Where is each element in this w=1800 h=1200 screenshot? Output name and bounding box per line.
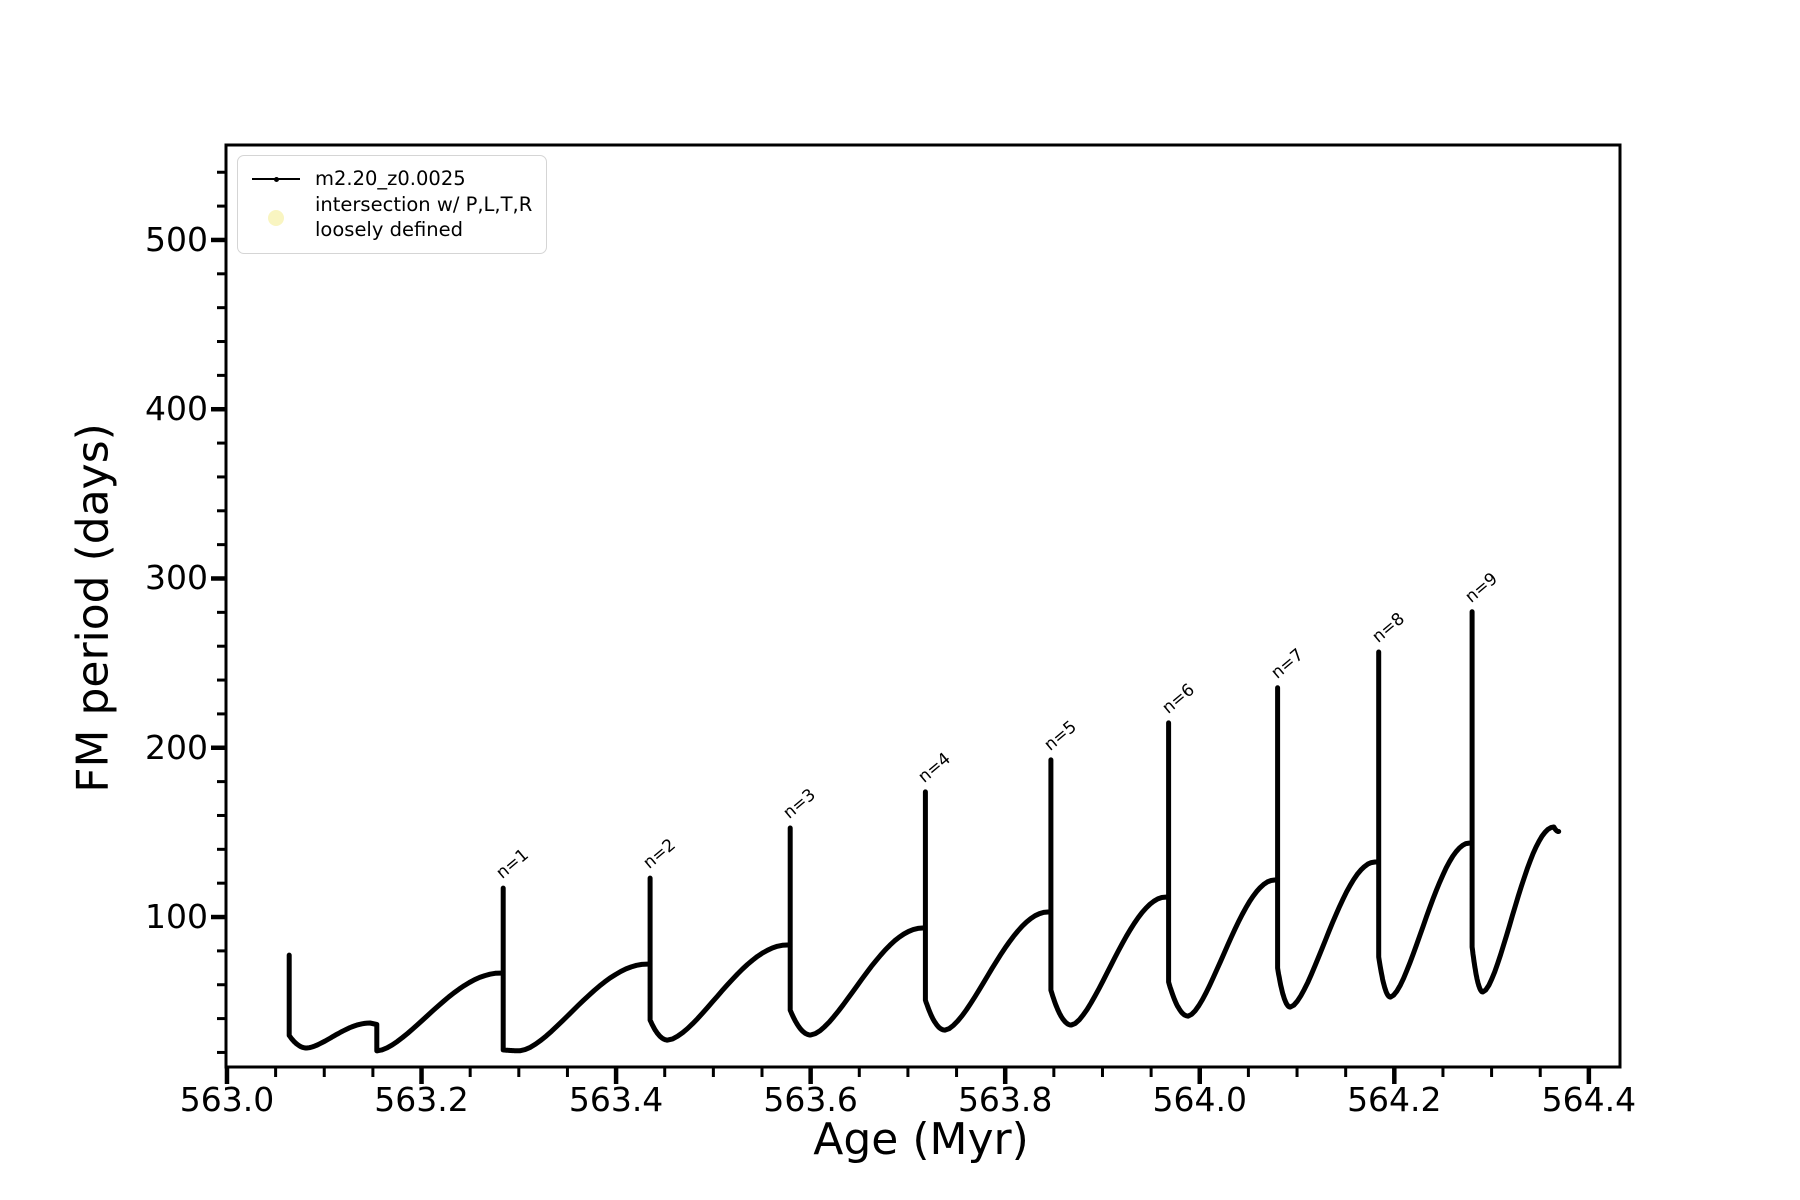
legend-entry-intersection: intersection w/ P,L,T,R loosely defined: [250, 193, 532, 242]
x-tick-label: 563.2: [374, 1080, 469, 1119]
x-tick-label: 564.4: [1541, 1080, 1637, 1119]
legend-entry-series: m2.20_z0.0025: [250, 167, 532, 191]
y-tick-label: 100: [145, 897, 208, 937]
y-tick-label: 400: [145, 389, 208, 429]
x-tick-label: 564.2: [1347, 1080, 1442, 1119]
x-axis-label: Age (Myr): [813, 1114, 1029, 1165]
data-series-line: [286, 609, 1562, 1054]
circle-marker-icon: [250, 209, 302, 226]
plot-frame: [224, 143, 1622, 1069]
y-tick-label: 300: [145, 558, 208, 598]
x-tick-label: 564.0: [1152, 1080, 1247, 1119]
y-tick-label: 200: [145, 727, 208, 767]
x-tick-label: 563.4: [568, 1080, 664, 1119]
legend-entry-label: m2.20_z0.0025: [315, 167, 466, 190]
y-tick-label: 500: [145, 219, 208, 259]
x-tick-label: 563.8: [957, 1080, 1053, 1119]
x-tick-label: 563.6: [763, 1080, 858, 1119]
line-dot-marker-icon: [250, 176, 302, 182]
legend-entry-label: intersection w/ P,L,T,R loosely defined: [315, 193, 533, 241]
y-axis-label: FM period (days): [67, 423, 119, 793]
x-tick-label: 563.0: [179, 1080, 275, 1119]
legend: m2.20_z0.0025 intersection w/ P,L,T,R lo…: [237, 155, 548, 255]
